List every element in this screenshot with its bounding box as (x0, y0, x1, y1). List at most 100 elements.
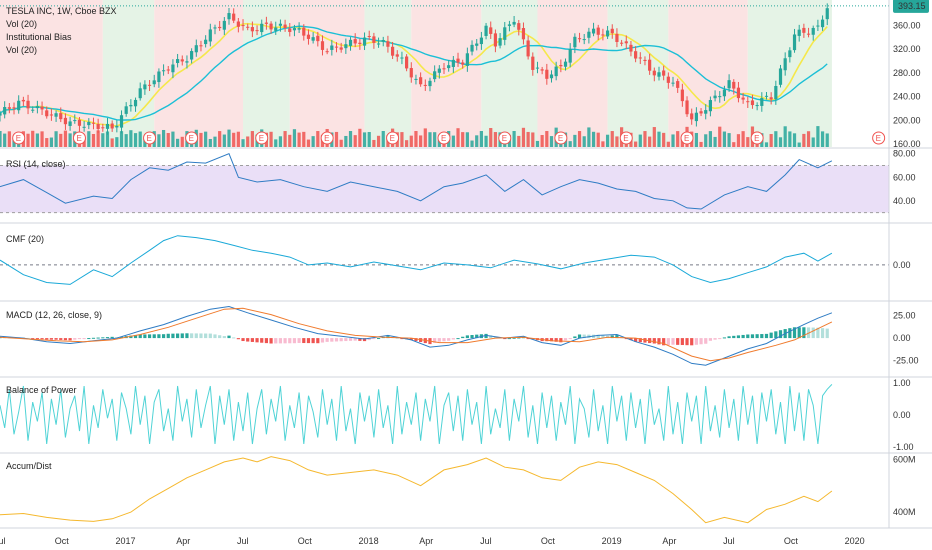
volume-bar (45, 138, 49, 147)
candle-body (732, 81, 736, 89)
volume-bar (568, 141, 572, 147)
candle-body (105, 123, 110, 129)
volume-bar (825, 133, 829, 147)
volume-bar (545, 131, 549, 147)
earnings-marker[interactable]: E (872, 131, 886, 145)
candle-body (49, 114, 54, 116)
candle-body (769, 97, 773, 100)
earnings-marker[interactable]: E (680, 131, 694, 145)
candle-body (246, 26, 250, 28)
candle-body (204, 39, 208, 45)
macd-histogram-bar (820, 328, 825, 339)
macd-histogram-bar (666, 338, 670, 346)
macd-histogram-bar (325, 338, 329, 342)
volume-bar (49, 137, 54, 147)
earnings-marker[interactable]: E (185, 131, 199, 145)
volume-bar (662, 132, 666, 147)
volume-bar (512, 131, 516, 147)
volume-bar (59, 133, 63, 147)
candle-body (624, 41, 628, 44)
volume-bar (250, 131, 254, 147)
earnings-marker[interactable]: E (498, 131, 512, 145)
candle-body (405, 56, 409, 69)
volume-bar (540, 135, 544, 147)
candle-body (526, 40, 530, 57)
candle-body (512, 21, 516, 25)
macd-histogram-bar (657, 338, 661, 345)
candle-body (718, 96, 722, 98)
volume-bar (517, 135, 521, 147)
volume-bar (535, 140, 540, 147)
earnings-marker[interactable]: E (386, 131, 400, 145)
macd-histogram-bar (451, 338, 455, 340)
candle-body (437, 68, 441, 73)
earnings-marker[interactable]: E (12, 131, 26, 145)
macd-histogram-bar (362, 338, 367, 342)
macd-histogram-bar (797, 327, 801, 339)
volume-bar (484, 135, 488, 147)
macd-histogram-bar (568, 338, 572, 340)
candle-body (713, 95, 717, 99)
volume-bar (573, 134, 577, 147)
candle-body (652, 70, 656, 76)
macd-histogram-bar (63, 338, 68, 341)
volume-bar (470, 140, 474, 147)
candle-body (774, 86, 778, 100)
earnings-marker[interactable]: E (554, 131, 568, 145)
macd-histogram-bar (792, 327, 797, 339)
candle-body (288, 28, 292, 32)
earnings-marker[interactable]: E (320, 131, 334, 145)
volume-bar (694, 132, 698, 147)
candle-body (643, 59, 647, 61)
candle-body (461, 62, 465, 65)
earnings-letter: E (259, 134, 264, 143)
candle-body (21, 99, 25, 102)
earnings-marker[interactable]: E (437, 131, 451, 145)
candle-body (559, 64, 563, 67)
candle-body (423, 84, 427, 86)
candle-body (507, 24, 512, 26)
candle-body (489, 27, 493, 34)
volume-bar (133, 133, 138, 147)
candle-body (3, 107, 7, 115)
candle-body (671, 82, 675, 84)
volume-bar (610, 131, 614, 147)
earnings-marker[interactable]: E (143, 131, 157, 145)
candle-body (185, 61, 189, 63)
background-band (154, 0, 244, 147)
volume-bar (236, 131, 240, 147)
earnings-letter: E (623, 134, 628, 143)
volume-bar (218, 131, 222, 147)
macd-histogram-bar (82, 338, 86, 340)
candle-body (96, 124, 100, 129)
earnings-marker[interactable]: E (619, 131, 633, 145)
macd-histogram-bar (87, 338, 91, 340)
volume-bar (222, 134, 226, 147)
time-tick-label: Jul (237, 536, 249, 546)
volume-bar (788, 131, 792, 147)
earnings-marker[interactable]: E (72, 131, 86, 145)
macd-histogram-bar (358, 338, 362, 341)
macd-histogram-bar (638, 338, 642, 343)
earnings-circle-icon (386, 131, 400, 145)
candle-body (133, 99, 138, 107)
volume-bar (671, 134, 675, 147)
macd-tick-label: 0.00 (893, 333, 911, 343)
macd-histogram-bar (152, 334, 156, 339)
earnings-marker[interactable]: E (255, 131, 269, 145)
volume-bar (292, 129, 297, 147)
macd-histogram-bar (260, 338, 264, 343)
volume-bar (479, 131, 483, 147)
candle-body (816, 25, 820, 27)
volume-bar (591, 131, 596, 147)
candle-body (433, 71, 437, 80)
earnings-marker[interactable]: E (750, 131, 764, 145)
cmf-tick-label: 0.00 (893, 260, 911, 270)
candle-body (348, 39, 353, 46)
volume-bar (63, 130, 68, 147)
macd-histogram-bar (288, 338, 292, 344)
macd-histogram-bar (671, 338, 675, 345)
volume-bar (722, 131, 727, 147)
volume-bar (433, 132, 437, 147)
